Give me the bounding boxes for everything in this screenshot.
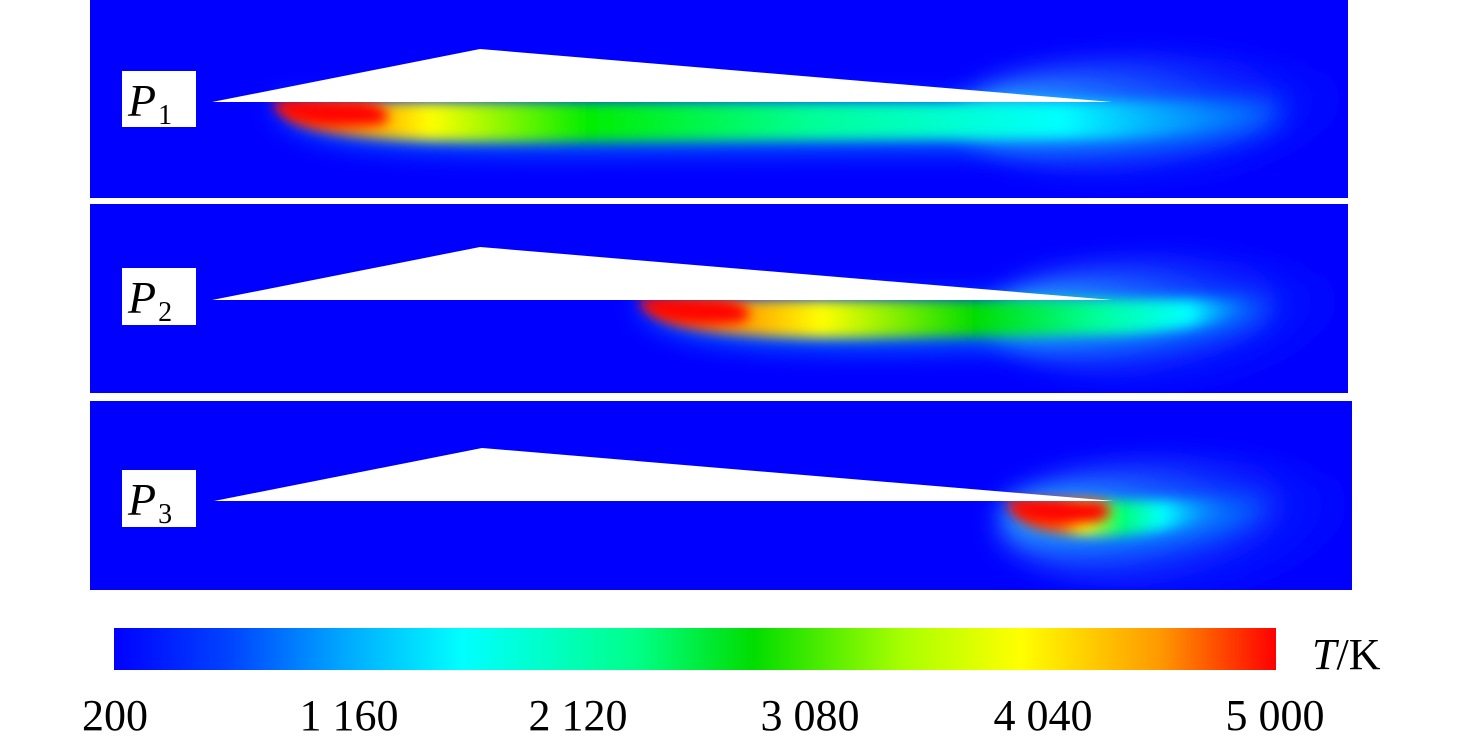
- panel-1: P1: [90, 0, 1348, 198]
- colorbar-tick-label: 1 160: [300, 691, 399, 740]
- panel-2-label: P2: [127, 272, 172, 328]
- panel-1-label-box: [122, 71, 196, 127]
- colorbar-tick-label: 5 000: [1226, 691, 1325, 740]
- colorbar-tick-label: 3 080: [761, 691, 860, 740]
- panel-2: P2: [90, 204, 1348, 393]
- colorbar-tick-label: 200: [82, 691, 148, 740]
- panel-2-label-box: [122, 268, 196, 325]
- panel-3: P3: [90, 401, 1352, 590]
- colorbar: T/K 200 1 160 2 120 3 080 4 040 5 000: [82, 628, 1381, 740]
- panel-1-label: P1: [127, 75, 172, 131]
- colorbar-tick-labels: 200 1 160 2 120 3 080 4 040 5 000: [82, 691, 1325, 740]
- panel-2-plume: [638, 300, 1250, 338]
- panel-3-hot-core: [1010, 501, 1111, 524]
- colorbar-tick-label: 2 120: [529, 691, 628, 740]
- panel-3-label-box: [122, 470, 196, 527]
- colorbar-unit-label: T/K: [1312, 630, 1381, 679]
- colorbar-gradient: [114, 628, 1276, 670]
- panel-3-body-shape: [214, 448, 1114, 501]
- panel-1-plume: [272, 102, 1260, 142]
- panel-2-body-shape: [212, 247, 1112, 300]
- panel-3-label: P3: [127, 474, 172, 530]
- panel-1-hot-core: [276, 102, 389, 126]
- colorbar-tick-label: 4 040: [994, 691, 1093, 740]
- panel-2-hot-core: [642, 300, 750, 324]
- panel-1-body-shape: [212, 49, 1112, 102]
